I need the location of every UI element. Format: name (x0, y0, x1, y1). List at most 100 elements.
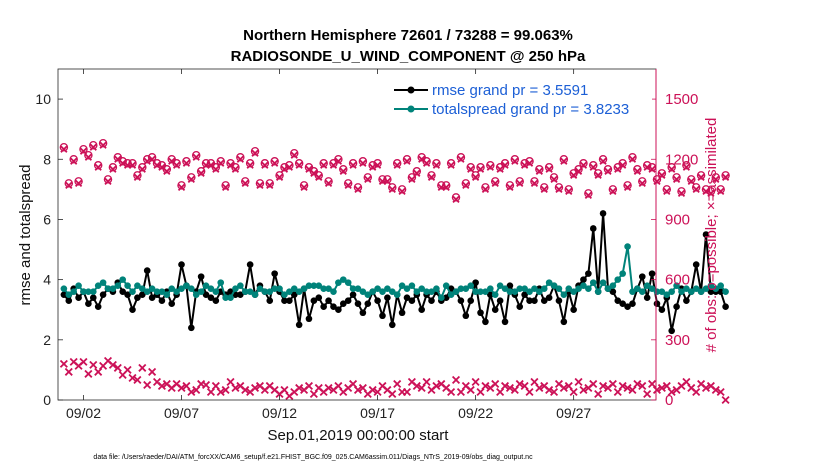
rmse-point (295, 321, 303, 329)
obs-possible-point (240, 177, 250, 186)
rmse-point (168, 300, 176, 308)
totalspread-point (692, 285, 700, 292)
obs-assimilated-point (216, 387, 225, 397)
rmse-point (266, 297, 274, 305)
obs-assimilated-upper-point (74, 179, 83, 187)
totalspread-point (496, 282, 504, 289)
rmse-point (418, 306, 426, 314)
obs-possible-point (510, 155, 520, 164)
obs-possible-point (535, 165, 544, 174)
obs-assimilated-point (692, 387, 701, 397)
totalspread-point (521, 285, 528, 292)
y-tick-label-right: 600 (665, 272, 690, 289)
obs-assimilated-point (491, 379, 500, 388)
obs-assimilated-upper-point (506, 183, 514, 191)
rmse-point (379, 312, 386, 320)
obs-assimilated-point (657, 383, 666, 393)
obs-possible-point (196, 167, 206, 176)
totalspread-point (403, 285, 411, 292)
rmse-point (384, 294, 391, 301)
obs-possible-point (554, 183, 564, 192)
totalspread-point (364, 291, 372, 298)
obs-assimilated-upper-point (212, 165, 220, 173)
obs-assimilated-upper-point (143, 157, 151, 165)
totalspread-point (369, 288, 376, 295)
obs-possible-point (466, 163, 475, 172)
totalspread-point (70, 288, 77, 295)
totalspread-point (173, 288, 180, 295)
obs-assimilated-upper-point (359, 159, 367, 167)
obs-possible-point (642, 161, 652, 170)
obs-assimilated-upper-point (619, 161, 627, 169)
obs-possible-point (539, 183, 549, 192)
obs-assimilated-point (515, 379, 524, 388)
obs-assimilated-point (422, 377, 431, 386)
obs-possible-point (544, 163, 554, 172)
totalspread-point (119, 276, 127, 283)
x-tick-label: 09/12 (262, 405, 297, 421)
obs-assimilated-point (177, 383, 186, 393)
totalspread-point (286, 288, 293, 295)
y-tick-label-right: 1200 (665, 151, 698, 168)
rmse-point (85, 300, 92, 308)
totalspread-point (565, 285, 573, 292)
obs-possible-point (64, 179, 74, 188)
obs-assimilated-point (594, 389, 603, 399)
obs-assimilated-point (569, 387, 578, 397)
obs-assimilated-point (201, 380, 211, 389)
obs-assimilated-upper-point (290, 151, 298, 159)
rmse-point (94, 303, 102, 311)
obs-assimilated-point (721, 395, 730, 405)
obs-possible-point (574, 165, 583, 174)
obs-assimilated-point (608, 379, 617, 388)
legend-marker-rmse (407, 86, 415, 94)
obs-possible-point (716, 185, 725, 194)
totalspread-point (237, 282, 244, 289)
totalspread-point (305, 282, 313, 289)
obs-possible-point (598, 155, 608, 164)
rmse-point (207, 294, 215, 301)
rmse-point (202, 291, 210, 298)
totalspread-point (384, 285, 391, 292)
totalspread-point (300, 285, 308, 292)
totalspread-point (550, 282, 558, 289)
totalspread-point (717, 282, 725, 289)
obs-assimilated-point (412, 381, 421, 390)
obs-possible-point (79, 144, 88, 154)
obs-assimilated-upper-point (501, 161, 509, 169)
rmse-point (491, 306, 499, 314)
obs-assimilated-upper-point (653, 177, 661, 185)
obs-assimilated-upper-point (702, 187, 710, 196)
obs-assimilated-upper-point (241, 179, 249, 187)
obs-assimilated-upper-point (628, 155, 637, 163)
rmse-point (457, 297, 465, 305)
totalspread-point (658, 288, 666, 295)
totalspread-point (148, 285, 156, 292)
rmse-point (467, 297, 475, 305)
rmse-point (335, 306, 342, 314)
obs-assimilated-point (711, 385, 720, 395)
rmse-point (526, 297, 533, 305)
y-tick-label: 8 (43, 151, 51, 167)
totalspread-point (65, 291, 73, 298)
obs-assimilated-upper-point (638, 179, 646, 187)
totalspread-point (163, 291, 171, 298)
obs-assimilated-upper-point (643, 163, 651, 171)
totalspread-point (604, 285, 612, 292)
obs-assimilated-upper-point (324, 179, 333, 187)
rmse-point (462, 312, 470, 320)
rmse-point (487, 291, 494, 298)
obs-possible-point (432, 159, 441, 168)
totalspread-point (678, 288, 685, 295)
obs-assimilated-upper-point (550, 175, 558, 183)
y-tick-label-right: 0 (665, 392, 673, 409)
rmse-point (619, 300, 626, 308)
obs-assimilated-upper-point (721, 173, 730, 181)
totalspread-point (599, 279, 607, 286)
y-tick-label: 4 (43, 272, 51, 288)
obs-assimilated-upper-point (148, 155, 156, 163)
totalspread-point (619, 270, 626, 277)
rmse-point (139, 291, 146, 298)
totalspread-point (438, 294, 445, 301)
obs-possible-point (358, 157, 368, 166)
